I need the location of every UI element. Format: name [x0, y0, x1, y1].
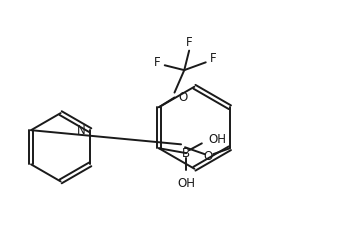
- Text: O: O: [178, 91, 188, 104]
- Text: O: O: [204, 150, 213, 163]
- Text: F: F: [153, 56, 160, 69]
- Text: N: N: [77, 124, 86, 137]
- Text: OH: OH: [177, 176, 195, 190]
- Text: B: B: [182, 147, 190, 160]
- Text: F: F: [210, 52, 217, 65]
- Text: F: F: [186, 36, 192, 49]
- Text: OH: OH: [209, 133, 227, 146]
